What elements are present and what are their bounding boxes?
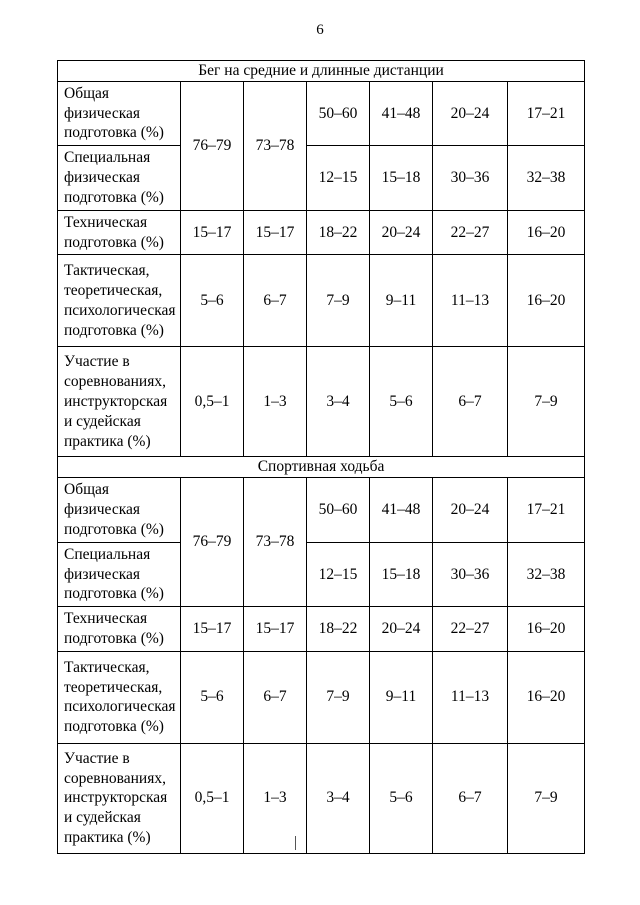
table-row: Техническая подготовка (%) 15–17 15–17 18–2… (57, 606, 586, 652)
value-cell: 12–15 (306, 541, 370, 608)
value-cell: 6–7 (432, 346, 508, 458)
value-cell: 3–4 (306, 742, 370, 854)
value-cell: 16–20 (506, 254, 586, 348)
merged-value-cell: 76–79 (180, 80, 244, 211)
value-cell: 16–20 (506, 209, 586, 256)
table-row: Специальная физическая подготовка (%) 12–… (57, 145, 586, 211)
value-cell: 5–6 (180, 254, 244, 348)
value-cell: 15–17 (180, 606, 244, 652)
value-cell: 0,5–1 (180, 742, 244, 854)
merged-value-cell: 76–79 (180, 477, 244, 608)
value-cell: 7–9 (306, 650, 370, 744)
value-cell: 15–18 (369, 145, 433, 211)
value-cell: 18–22 (306, 209, 370, 256)
value-cell: 20–24 (369, 209, 433, 256)
row-label: Тактическая, теоретическая, психологичес… (57, 254, 181, 348)
value-cell: 17–21 (506, 80, 586, 147)
value-cell: 32–38 (506, 145, 586, 211)
value-cell: 12–15 (306, 145, 370, 211)
value-cell: 5–6 (369, 742, 433, 854)
value-cell: 6–7 (243, 650, 307, 744)
value-cell: 22–27 (432, 209, 508, 256)
value-cell: 6–7 (432, 742, 508, 854)
value-cell: 20–24 (432, 477, 508, 543)
value-cell: 15–17 (243, 209, 307, 256)
value-cell: 15–18 (369, 541, 433, 608)
value-cell: 7–9 (306, 254, 370, 348)
training-distribution-table: Бег на средние и длинные дистанции Общая … (56, 60, 586, 854)
row-label: Общая физическая подготовка (%) (57, 477, 181, 543)
value-cell: 15–17 (180, 209, 244, 256)
table-row: Участие в соревнованиях, инструкторская … (57, 742, 586, 854)
value-cell: 16–20 (506, 606, 586, 652)
table-row: Тактическая, теоретическая, психологичес… (57, 254, 586, 348)
value-cell: 7–9 (506, 346, 586, 458)
table-body: Бег на средние и длинные дистанции Общая … (56, 60, 586, 854)
value-cell: 7–9 (506, 742, 586, 854)
value-cell: 30–36 (432, 541, 508, 608)
row-label: Специальная физическая подготовка (%) (57, 145, 181, 211)
value-cell: 15–17 (243, 606, 307, 652)
table-row: Участие в соревнованиях, инструкторская … (57, 346, 586, 458)
value-cell: 9–11 (369, 254, 433, 348)
value-cell: 32–38 (506, 541, 586, 608)
value-cell: 0,5–1 (180, 346, 244, 458)
table-row: Техническая подготовка (%) 15–17 15–17 18–2… (57, 209, 586, 256)
value-cell: 50–60 (306, 477, 370, 543)
value-cell: 11–13 (432, 650, 508, 744)
scan-artifact-mark (295, 836, 296, 850)
value-cell: 20–24 (369, 606, 433, 652)
value-cell: 18–22 (306, 606, 370, 652)
merged-value-cell: 73–78 (243, 477, 307, 608)
value-cell: 11–13 (432, 254, 508, 348)
value-cell: 6–7 (243, 254, 307, 348)
value-cell: 1–3 (243, 346, 307, 458)
value-cell: 41–48 (369, 80, 433, 147)
table-row: Общая физическая подготовка (%) 76–79 73–7… (57, 477, 586, 608)
value-cell: 17–21 (506, 477, 586, 543)
value-cell: 20–24 (432, 80, 508, 147)
value-cell: 30–36 (432, 145, 508, 211)
value-cell: 5–6 (369, 346, 433, 458)
merged-value-cell: 73–78 (243, 80, 307, 211)
section-title: Спортивная ходьба (56, 456, 586, 479)
row-label: Техническая подготовка (%) (57, 209, 181, 256)
value-cell: 16–20 (506, 650, 586, 744)
value-cell: 22–27 (432, 606, 508, 652)
value-cell: 5–6 (180, 650, 244, 744)
page-number: 6 (316, 22, 324, 38)
table-row: Общая физическая подготовка (%) 76–79 73–7… (57, 80, 586, 211)
row-label: Участие в соревнованиях, инструкторская … (57, 742, 181, 854)
row-label: Техническая подготовка (%) (57, 606, 181, 652)
value-cell: 1–3 (243, 742, 307, 854)
value-cell: 9–11 (369, 650, 433, 744)
table-row: Специальная физическая подготовка (%) 12–… (57, 541, 586, 608)
value-cell: 3–4 (306, 346, 370, 458)
row-label: Участие в соревнованиях, инструкторская … (57, 346, 181, 458)
row-label: Специальная физическая подготовка (%) (57, 541, 181, 608)
section-title: Бег на средние и длинные дистанции (56, 60, 586, 82)
value-cell: 41–48 (369, 477, 433, 543)
row-label: Общая физическая подготовка (%) (57, 80, 181, 147)
row-label: Тактическая, теоретическая, психологичес… (57, 650, 181, 744)
value-cell: 50–60 (306, 80, 370, 147)
table-row: Тактическая, теоретическая, психологичес… (57, 650, 586, 744)
